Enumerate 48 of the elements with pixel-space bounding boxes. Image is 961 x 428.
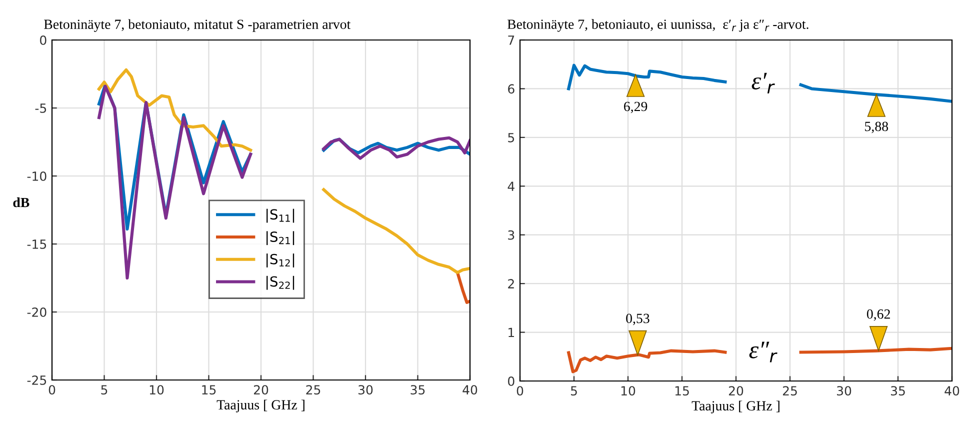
x-tick-label: 25 — [306, 385, 320, 395]
legend-label: |S$_{21}$| — [266, 231, 294, 246]
y-tick-label: -10 — [27, 171, 46, 181]
chart-title: Betoninäyte 7, betoniauto, mitatut S -parametrien arvot — [44, 19, 351, 32]
y-tick-label: -15 — [27, 240, 46, 249]
x-tick-label: 5 — [570, 386, 577, 396]
y-tick-label: -5 — [35, 104, 46, 113]
legend-label: |S$_{22}$| — [266, 276, 294, 290]
annotation: 6,29 — [624, 102, 648, 114]
y-tick-label: -20 — [27, 307, 46, 317]
y-tick-label: 7 — [508, 36, 514, 45]
chart-title: Betoninäyte 7, betoniauto, ei uunissa, ε′$_{r}$ ja ε″$_{r}$ -arvot. — [507, 19, 808, 32]
y-axis-title: dB — [13, 197, 30, 208]
legend-label: |S$_{12}$| — [266, 254, 294, 268]
series-label: ε″$_{r}$ — [749, 342, 778, 362]
y-tick-label: 0 — [508, 376, 514, 386]
series-label: ε′$_{r}$ — [752, 72, 775, 94]
annotation: 0,53 — [626, 314, 650, 326]
x-tick-label: 0 — [48, 385, 56, 395]
annotation: 5,88 — [865, 122, 888, 134]
line-series — [456, 271, 470, 304]
y-tick-label: -25 — [27, 375, 46, 385]
y-tick-label: 4 — [508, 182, 514, 191]
x-tick-label: 15 — [202, 385, 216, 395]
x-tick-label: 30 — [837, 386, 852, 396]
y-tick-label: 2 — [508, 279, 514, 288]
x-tick-label: 5 — [101, 385, 108, 395]
y-tick-label: 5 — [508, 133, 514, 142]
x-tick-label: 30 — [358, 385, 373, 395]
y-tick-label: 3 — [508, 230, 514, 240]
x-tick-label: 20 — [254, 385, 268, 395]
x-axis-title: Taajuus [ GHz ] — [692, 400, 780, 414]
x-tick-label: 35 — [891, 386, 905, 396]
y-tick-label: 1 — [508, 328, 514, 338]
x-tick-label: 35 — [410, 385, 425, 395]
x-tick-label: 10 — [150, 385, 164, 395]
x-tick-label: 20 — [728, 386, 744, 396]
legend-label: |S$_{11}$| — [266, 208, 294, 223]
x-tick-label: 10 — [621, 386, 636, 396]
x-tick-label: 15 — [675, 386, 689, 396]
x-tick-label: 40 — [462, 385, 478, 395]
x-axis-title: Taajuus [ GHz ] — [216, 400, 304, 412]
x-tick-label: 40 — [944, 386, 960, 396]
y-tick-label: 6 — [508, 84, 514, 94]
x-tick-label: 25 — [782, 386, 797, 396]
annotation: 0,62 — [866, 309, 890, 321]
x-tick-label: 0 — [516, 386, 524, 396]
y-tick-label: 0 — [40, 35, 46, 45]
